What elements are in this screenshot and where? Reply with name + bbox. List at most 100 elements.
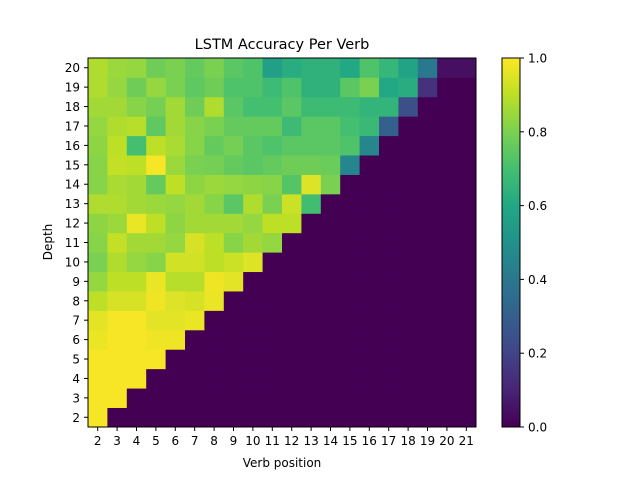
heatmap-cell [223,271,244,292]
heatmap-cell [165,291,186,311]
heatmap-cell [359,174,380,195]
colorbar-tick-label: 0.6 [528,199,547,213]
y-tick-label: 2 [72,411,80,425]
heatmap-cell [185,135,205,156]
heatmap-cell [340,174,360,195]
heatmap-cell [126,291,147,311]
heatmap-cell [88,232,108,253]
heatmap-cell [126,135,147,156]
heatmap-cell [340,96,360,117]
heatmap-cell [107,368,128,389]
heatmap-cell [185,232,205,253]
heatmap-cell [88,252,108,273]
heatmap-cell [456,349,477,370]
heatmap-cell [417,58,438,78]
y-tick-label: 7 [72,314,80,328]
heatmap-cell [456,213,477,234]
heatmap-cell [320,232,341,253]
heatmap-cell [437,349,457,370]
heatmap-cell [456,407,477,428]
heatmap-cell [320,135,341,156]
x-tick-label: 6 [171,434,179,448]
heatmap-cell [398,388,419,408]
heatmap-cell [185,388,205,408]
heatmap-cell [223,252,244,273]
heatmap-cell [204,310,225,331]
heatmap-cell [340,349,360,370]
heatmap-cell [282,77,302,98]
heatmap-cell [223,155,244,175]
heatmap-cell [126,193,147,214]
heatmap-cell [165,77,186,98]
heatmap-cell [320,155,341,175]
heatmap-cell [243,407,263,428]
heatmap-cell [88,310,108,331]
heatmap-cell [204,368,225,389]
heatmap-cell [320,368,341,389]
heatmap-cell [88,329,108,350]
heatmap-cell [301,58,322,78]
heatmap-cell [262,77,283,98]
heatmap-cell [301,213,322,234]
heatmap-cell [359,291,380,311]
heatmap-cell [417,291,438,311]
heatmap-cell [282,174,302,195]
heatmap-cell [107,329,128,350]
x-tick-label: 4 [133,434,141,448]
y-tick-label: 19 [65,81,80,95]
x-axis-label: Verb position [243,456,322,470]
heatmap-cell [359,193,380,214]
heatmap-cell [320,58,341,78]
heatmap-cell [88,116,108,137]
heatmap-cell [165,193,186,214]
x-tick-label: 18 [400,434,415,448]
heatmap-cell [282,291,302,311]
heatmap-cell [165,407,186,428]
heatmap-cell [146,407,166,428]
heatmap-cell [456,193,477,214]
heatmap-cell [359,388,380,408]
heatmap-cell [223,291,244,311]
y-tick-label: 16 [65,139,80,153]
heatmap-cell [88,135,108,156]
y-tick-label: 18 [65,100,80,114]
heatmap-cell [262,155,283,175]
heatmap-cell [262,291,283,311]
heatmap-cell [437,58,457,78]
heatmap-cell [437,213,457,234]
heatmap-cell [282,193,302,214]
heatmap-cell [456,174,477,195]
colorbar-tick-label: 0.0 [528,421,547,435]
x-axis-ticks: 2 3 4 5 6 7 8 9 10 11 12 13 14 15 16 17 18 19 20 21 [94,427,474,448]
heatmap-cell [223,135,244,156]
heatmap-cell [223,388,244,408]
heatmap-cell [398,155,419,175]
heatmap-cell [146,77,166,98]
y-tick-label: 10 [65,255,80,269]
y-tick-label: 5 [72,353,80,367]
heatmap-cell [417,407,438,428]
heatmap-cell [165,96,186,117]
heatmap-cell [88,96,108,117]
heatmap-cell [417,232,438,253]
heatmap-cell [340,193,360,214]
heatmap-cell [359,116,380,137]
heatmap-cell [107,310,128,331]
heatmap-cell [146,213,166,234]
heatmap-cell [243,96,263,117]
colorbar-ticks: 0.0 0.2 0.4 0.6 0.8 1.0 [520,52,547,435]
heatmap-cell [126,155,147,175]
heatmap-cell [340,232,360,253]
x-tick-label: 11 [265,434,280,448]
heatmap-cell [107,77,128,98]
x-tick-label: 19 [420,434,435,448]
colorbar-tick-label: 0.4 [528,273,547,287]
heatmap-cell [88,77,108,98]
heatmap-cell [301,77,322,98]
heatmap-cell [417,174,438,195]
heatmap-cell [456,58,477,78]
heatmap-cell [204,193,225,214]
heatmap-cell [417,193,438,214]
heatmap-cell [417,271,438,292]
